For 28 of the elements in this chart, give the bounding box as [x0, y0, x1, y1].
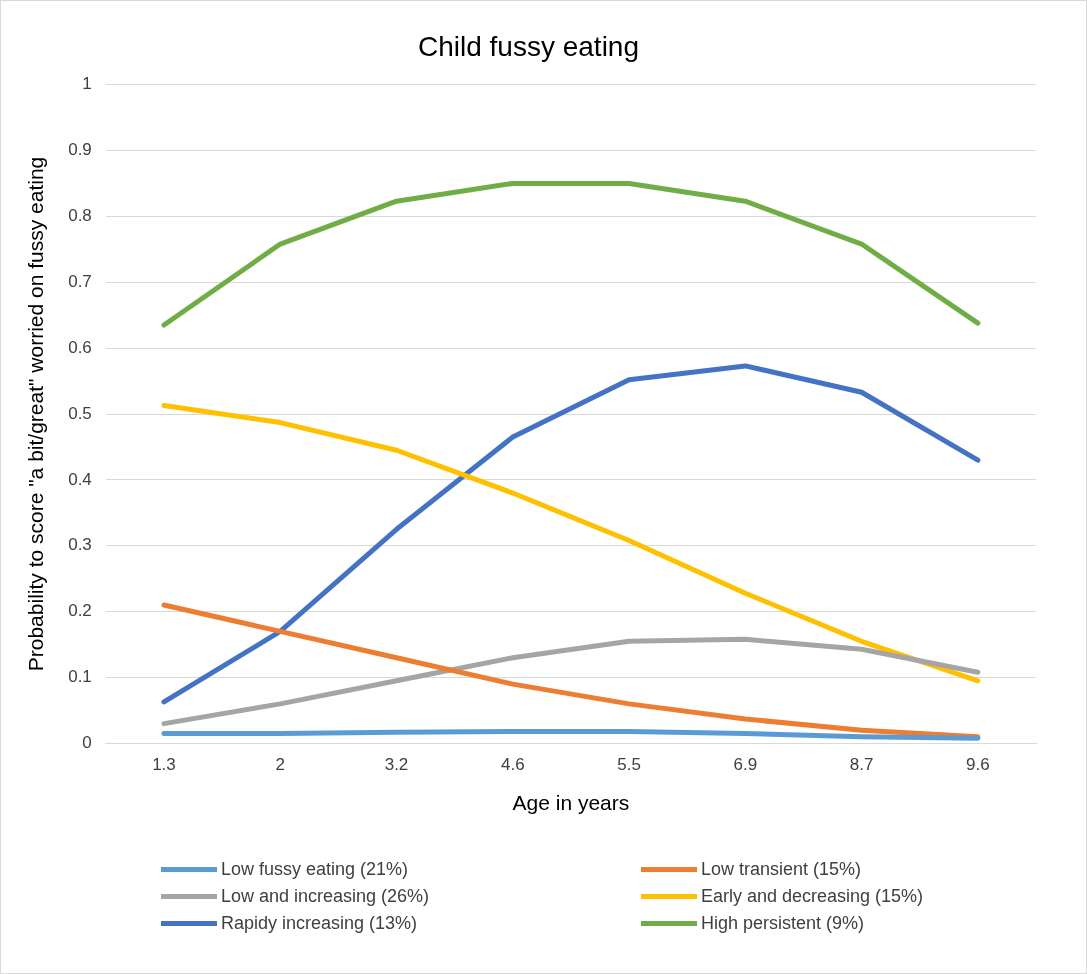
x-tick-label: 8.7 [849, 755, 874, 775]
x-tick-label: 5.5 [617, 755, 641, 775]
y-tick-label: 0.3 [68, 535, 92, 555]
y-tick-label: 0.9 [68, 140, 92, 160]
legend-label: Early and decreasing (15%) [701, 886, 924, 907]
y-tick-label: 0.4 [68, 469, 92, 489]
x-tick-label: 2 [275, 755, 285, 775]
y-tick-label: 0.6 [68, 337, 92, 357]
y-axis-title: Probability to score "a bit/great" worried on fussy eating [24, 156, 48, 672]
y-tick-label: 0.7 [68, 271, 92, 291]
y-tick-label: 0 [82, 733, 92, 753]
x-tick-label: 6.9 [733, 755, 758, 775]
x-tick-label: 4.6 [500, 755, 525, 775]
x-tick-label: 3.2 [384, 755, 409, 775]
legend-label: Low fussy eating (21%) [221, 859, 409, 880]
legend-label: High persistent (9%) [701, 913, 865, 934]
y-tick-label: 0.5 [68, 403, 92, 423]
y-tick-label: 1 [82, 74, 92, 94]
y-tick-label: 0.8 [68, 206, 92, 226]
y-tick-label: 0.1 [68, 667, 92, 687]
legend-label: Low and increasing (26%) [221, 886, 430, 907]
x-tick-label: 1.3 [152, 755, 176, 775]
y-tick-label: 0.2 [68, 601, 92, 621]
x-axis-title: Age in years [512, 791, 630, 815]
x-tick-label: 9.6 [966, 755, 990, 775]
legend-label: Rapidy increasing (13%) [221, 913, 418, 934]
chart-title: Child fussy eating [417, 30, 640, 62]
legend-label: Low transient (15%) [701, 859, 862, 880]
